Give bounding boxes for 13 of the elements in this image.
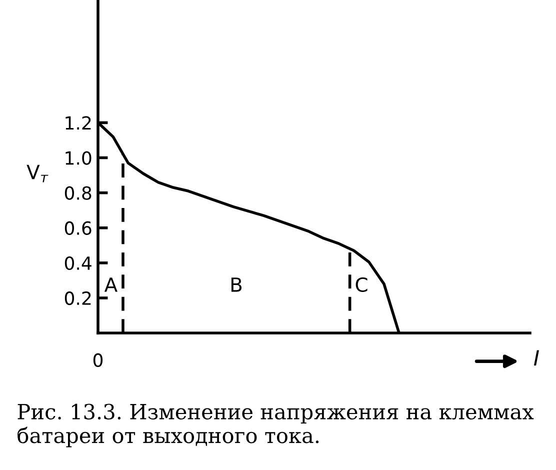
- text: 0: [93, 353, 103, 367]
- y-tick-label: 1.0: [66, 151, 92, 165]
- annotation: C: [356, 277, 368, 292]
- y-tick-label: 0.2: [64, 291, 91, 306]
- y-tick-label: 0.4: [64, 256, 92, 270]
- text: Рис. 13.3. Изменение напряжения на клеммах батареи от выходного тока.: [18, 404, 534, 448]
- y-tick-label: 1.2: [66, 116, 91, 130]
- y-axis-title: V$_{т}$: [26, 164, 48, 182]
- y-tick-label: 0.6: [64, 221, 92, 235]
- text: I: [534, 350, 539, 366]
- annotation: B: [231, 278, 242, 292]
- annotation: A: [104, 278, 118, 292]
- y-tick-label: 0.8: [64, 186, 92, 200]
